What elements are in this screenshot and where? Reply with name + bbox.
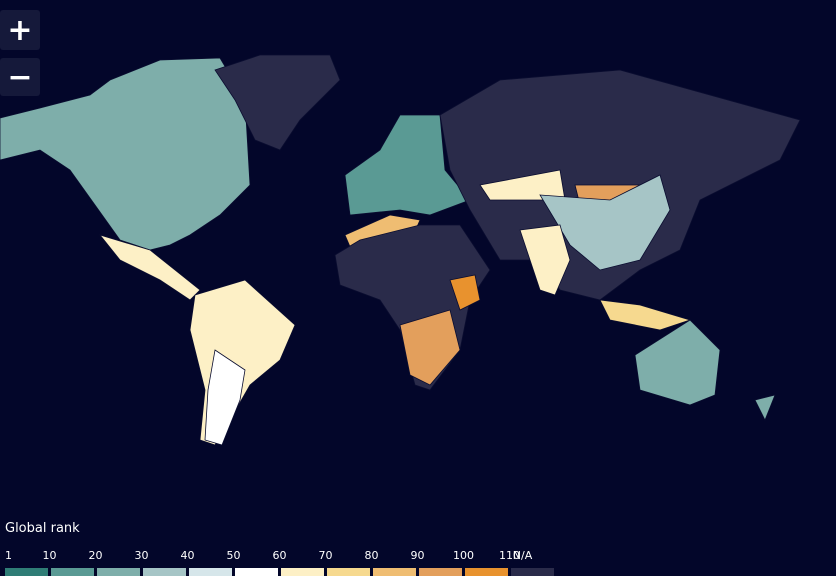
zoom-in-button[interactable]: + [0,10,40,50]
legend-label: 70 [319,549,333,562]
legend-swatch [511,568,554,576]
legend-label: 80 [365,549,379,562]
legend-swatch [419,568,462,576]
countries [0,54,801,446]
legend-swatch [235,568,278,576]
legend-label: 40 [181,549,195,562]
legend-swatch [373,568,416,576]
legend-label: 90 [411,549,425,562]
southeast-asia [599,299,692,331]
greenland [214,54,341,151]
legend-na-label: N/A [513,549,533,562]
legend-label: 20 [89,549,103,562]
southern-africa [399,309,461,386]
south-america [189,279,296,446]
southern-cone [204,349,246,446]
legend-swatch [51,568,94,576]
legend-swatch [97,568,140,576]
legend-swatch [281,568,324,576]
legend-swatch [465,568,508,576]
legend-swatch [327,568,370,576]
legend-label: 30 [135,549,149,562]
china [539,174,671,271]
legend-title: Global rank [5,521,80,536]
legend-swatch [189,568,232,576]
legend-label: 10 [43,549,57,562]
legend-label: 50 [227,549,241,562]
legend-label: 100 [453,549,474,562]
north-america [0,57,251,251]
legend-swatch [143,568,186,576]
legend-label: 1 [5,549,12,562]
zoom-out-button[interactable]: − [0,58,40,96]
legend-label: 60 [273,549,287,562]
new-zealand [754,394,776,421]
legend-label: 110 [499,549,520,562]
east-africa [449,274,481,311]
india [519,224,571,296]
australia [634,319,721,406]
legend-swatch [5,568,48,576]
